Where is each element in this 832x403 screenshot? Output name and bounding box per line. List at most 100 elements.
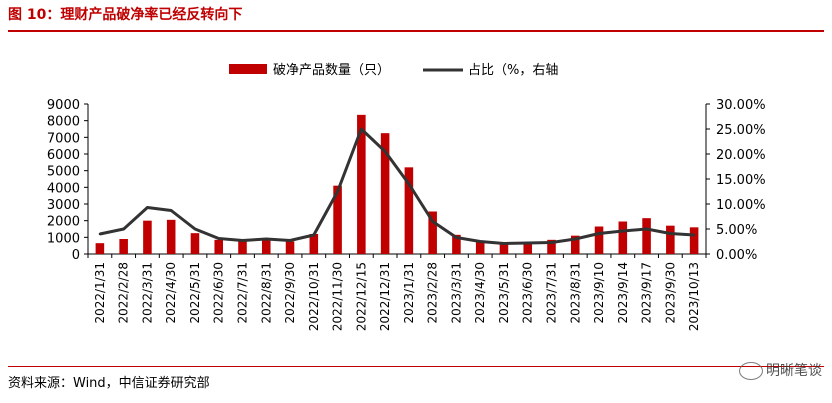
bar [190, 233, 200, 254]
line-point [431, 220, 434, 223]
bar [285, 241, 295, 254]
category-label: 2022/6/30 [212, 262, 226, 324]
bar [570, 235, 580, 254]
watermark: 明晰笔谈 [739, 360, 822, 380]
right-tick-label: 25.00% [716, 123, 766, 138]
line-point [383, 150, 387, 153]
category-label: 2022/12/15 [354, 262, 368, 331]
legend-bar-swatch [229, 64, 267, 74]
category-label: 2022/9/30 [283, 262, 297, 324]
left-tick-label: 7000 [47, 131, 80, 146]
bar [333, 185, 342, 254]
category-label: 2023/9/10 [592, 262, 606, 324]
bar [618, 221, 628, 254]
left-tick-label: 5000 [47, 165, 80, 180]
line-point [288, 239, 292, 242]
category-label: 2022/1/31 [93, 262, 107, 324]
figure-title: 图 10：理财产品破净率已经反转向下 [8, 7, 243, 23]
line-point [146, 206, 149, 209]
category-label: 2022/3/31 [140, 262, 154, 324]
category-label: 2023/4/30 [473, 262, 487, 324]
line-point [550, 241, 553, 244]
category-label: 2022/12/31 [378, 262, 392, 331]
left-tick-label: 9000 [47, 98, 80, 113]
line-point [360, 127, 363, 131]
watermark-text: 明晰笔谈 [766, 363, 822, 379]
category-label: 2022/4/30 [164, 262, 178, 324]
category-label: 2022/2/28 [117, 262, 131, 324]
category-label: 2023/1/31 [402, 262, 416, 324]
category-label: 2023/7/31 [545, 262, 559, 324]
line-point [122, 227, 125, 231]
bar [357, 114, 366, 254]
right-tick-label: 5.00% [716, 223, 757, 238]
category-label: 2023/2/28 [426, 262, 440, 324]
right-axis-ticks: 0.00% 5.00% 10.00% 15.00% 20.00% 25.00% 30.00% [706, 98, 766, 263]
bar [309, 234, 319, 254]
left-tick-label: 0 [72, 248, 80, 263]
category-label: 2022/5/31 [188, 262, 202, 324]
right-tick-label: 20.00% [716, 148, 766, 163]
bar [642, 218, 651, 254]
line-point [645, 227, 648, 231]
bar [119, 239, 128, 254]
line-point [217, 237, 220, 240]
category-label: 2023/5/31 [497, 262, 511, 324]
category-label: 2022/7/31 [236, 262, 250, 324]
title-rule [8, 30, 824, 32]
bar [689, 227, 699, 254]
right-tick-label: 10.00% [716, 198, 766, 213]
bar [594, 226, 604, 254]
line-point [502, 242, 506, 245]
bar-series [95, 114, 699, 254]
category-label: 2023/9/14 [616, 262, 630, 324]
ratio-line [99, 127, 695, 245]
bar [95, 243, 105, 254]
bar [380, 133, 390, 254]
category-label: 2022/10/31 [307, 262, 321, 331]
bar [166, 219, 176, 254]
category-labels: 2022/1/31 2022/2/28 2022/3/31 2022/4/30 2022… [87, 254, 707, 331]
bar [547, 239, 556, 254]
bar [523, 243, 533, 254]
legend-line-label: 占比（%，右轴 [468, 63, 558, 78]
line-point [265, 237, 268, 241]
line-point [526, 241, 529, 245]
left-tick-label: 6000 [47, 148, 80, 163]
source-note: 资料来源：Wind，中信证券研究部 [8, 376, 210, 391]
bar [261, 239, 271, 254]
left-tick-label: 1000 [47, 231, 80, 246]
bar [238, 239, 247, 254]
category-label: 2023/9/30 [663, 262, 677, 324]
left-tick-label: 8000 [47, 115, 80, 130]
bar [499, 243, 509, 254]
bar [475, 241, 485, 254]
line-point [241, 239, 244, 242]
right-tick-label: 15.00% [716, 173, 766, 188]
line-point [574, 237, 577, 241]
line-point [478, 240, 482, 243]
category-label: 2023/10/13 [687, 262, 701, 331]
left-tick-label: 4000 [47, 181, 80, 196]
line-point [692, 233, 696, 237]
legend-bar-label: 破净产品数量（只） [273, 63, 390, 78]
category-label: 2023/9/17 [640, 262, 654, 324]
line-point [98, 232, 102, 236]
category-label: 2023/8/31 [568, 262, 582, 324]
category-label: 2022/8/31 [259, 262, 273, 324]
bar [404, 167, 414, 254]
category-label: 2023/6/30 [521, 262, 535, 324]
bar [214, 239, 224, 254]
footer-rule [8, 366, 824, 367]
bar [666, 225, 675, 254]
bar [428, 211, 437, 254]
wechat-icon [739, 362, 763, 380]
bar [143, 220, 152, 254]
left-tick-label: 2000 [47, 215, 80, 230]
line-point [193, 227, 197, 231]
line-point [455, 236, 458, 239]
left-tick-label: 3000 [47, 198, 80, 213]
line-point [336, 190, 339, 193]
line-point [169, 209, 173, 212]
